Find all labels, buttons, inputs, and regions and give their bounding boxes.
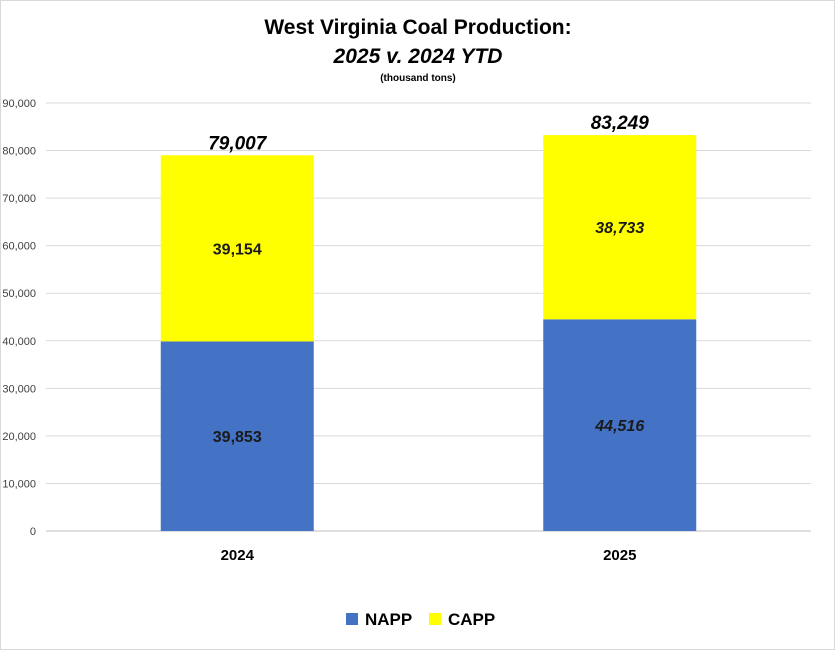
y-tick-label: 10,000 [2, 478, 36, 490]
chart-subtitle: (thousand tons) [380, 73, 456, 84]
y-tick-label: 80,000 [2, 146, 36, 158]
data-label-capp-2025: 38,733 [595, 220, 644, 237]
y-tick-label: 60,000 [2, 241, 36, 253]
y-tick-label: 0 [30, 526, 36, 538]
data-label-napp-2024: 39,853 [213, 429, 262, 446]
data-label-capp-2024: 39,154 [213, 241, 262, 258]
bar-capp-2024 [160, 155, 314, 342]
legend-swatch-capp [429, 613, 441, 625]
y-axis: 0 10,000 20,000 30,000 40,000 50,000 60,000 70,… [2, 98, 36, 538]
x-axis: 2024 2025 [221, 547, 637, 564]
chart-title-line-1: West Virginia Coal Production: [264, 16, 571, 39]
y-tick-label: 20,000 [2, 431, 36, 443]
legend-label-capp: CAPP [448, 610, 495, 629]
y-tick-label: 30,000 [2, 383, 36, 395]
bar-capp-2025 [543, 135, 697, 320]
data-label-napp-2025: 44,516 [594, 418, 644, 435]
legend-swatch-napp [346, 613, 358, 625]
x-tick-label: 2024 [221, 547, 255, 564]
bar-napp-2025 [543, 319, 697, 531]
y-tick-label: 50,000 [2, 288, 36, 300]
chart-title-line-2: 2025 v. 2024 YTD [333, 45, 503, 68]
legend-label-napp: NAPP [365, 610, 412, 629]
y-tick-label: 90,000 [2, 98, 36, 110]
legend: NAPP CAPP [346, 610, 495, 629]
y-tick-label: 70,000 [2, 193, 36, 205]
x-tick-label: 2025 [603, 547, 636, 564]
bar-napp-2024 [160, 341, 314, 531]
bars: 39,853 39,154 79,007 44,516 38,733 83,249 [160, 113, 697, 531]
y-tick-label: 40,000 [2, 336, 36, 348]
total-label-2024: 79,007 [208, 133, 268, 154]
total-label-2025: 83,249 [591, 113, 650, 134]
